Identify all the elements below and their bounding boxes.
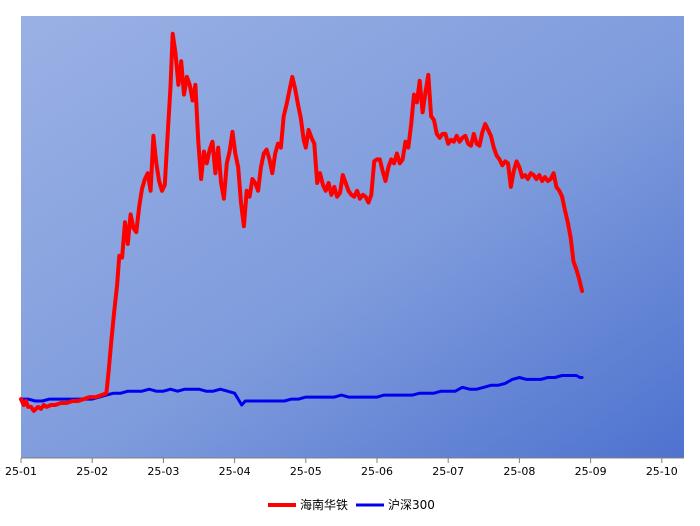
plot-area bbox=[21, 16, 684, 458]
x-tick-label: 25-02 bbox=[76, 465, 108, 478]
x-tick-label: 25-03 bbox=[147, 465, 179, 478]
series-layer bbox=[19, 31, 585, 413]
series-line-2 bbox=[19, 374, 584, 407]
legend: 海南华铁 沪深300 bbox=[268, 497, 435, 512]
x-tick-label: 25-01 bbox=[5, 465, 37, 478]
x-tick-label: 25-06 bbox=[361, 465, 393, 478]
legend-label-1: 海南华铁 bbox=[300, 497, 348, 512]
x-tick-label: 25-10 bbox=[646, 465, 678, 478]
x-tick-label: 25-09 bbox=[575, 465, 607, 478]
x-axis: 25-01 25-02 25-03 25-04 25-05 25-06 25-07 25-08… bbox=[5, 458, 678, 478]
series-line-1 bbox=[19, 31, 585, 413]
legend-label-2: 沪深300 bbox=[388, 498, 435, 512]
x-tick-label: 25-08 bbox=[503, 465, 535, 478]
x-tick-label: 25-05 bbox=[290, 465, 322, 478]
x-tick-label: 25-04 bbox=[219, 465, 251, 478]
x-tick-label: 25-07 bbox=[432, 465, 464, 478]
